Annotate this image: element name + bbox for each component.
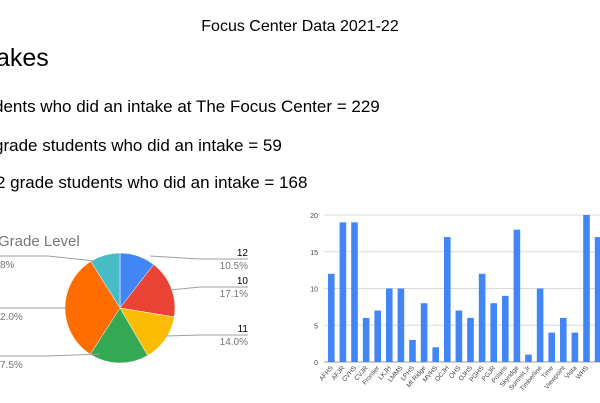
pie-leader-line (169, 286, 248, 291)
pie-slice (119, 264, 176, 318)
bar (362, 317, 370, 362)
stat-junior-high-intakes: grade students who did an intake = 59 (0, 136, 282, 155)
stat-high-school-intakes: 2 grade students who did an intake = 168 (0, 173, 308, 192)
bar (386, 288, 393, 362)
pie-leader-line (164, 334, 248, 337)
bar (594, 237, 600, 362)
bar-y-tick-label: 0 (314, 360, 318, 367)
pie-slice-label: 10 (237, 276, 249, 287)
grade-level-pie-chart: Grade Level 12 10.5% 10 17.1% 11 14.0% 8% 2.0% 7.… (0, 226, 270, 376)
bar (513, 229, 521, 362)
pie-slice-percent: 8% (0, 260, 15, 271)
bar-y-tick-label: 5 (314, 323, 318, 330)
pie-slice (89, 307, 149, 364)
bar (339, 222, 347, 362)
bar (502, 295, 509, 362)
pie-slice-percent: 2.0% (0, 312, 23, 323)
bar (351, 222, 358, 362)
pie-slice-percent: 10.5% (220, 261, 248, 272)
bar (432, 347, 439, 362)
bar-y-tick-label: 10 (310, 287, 318, 294)
bar (571, 332, 579, 362)
bar-y-tick-label: 20 (310, 213, 318, 220)
pie-title: Grade Level (0, 233, 80, 250)
slide-title: Focus Center Data 2021-22 (201, 18, 399, 35)
bar (455, 310, 463, 362)
bar (560, 317, 567, 362)
bar (583, 215, 590, 362)
bar (409, 339, 416, 362)
pie-slice-percent: 7.5% (0, 360, 23, 371)
section-heading: akes (0, 44, 49, 72)
bar-x-tick-label: WHS (575, 364, 591, 381)
pie-leader-line (0, 353, 101, 357)
bar (467, 317, 474, 362)
bar (444, 237, 451, 362)
bar (397, 288, 405, 362)
pie-slice-label: 12 (237, 248, 249, 259)
bar (525, 354, 532, 362)
bar (374, 310, 381, 362)
school-intakes-bar-chart: 0 5 10 15 20 AFHS AFJR CVHS CVJR Frontier LKJH LMMS… (300, 205, 600, 403)
pie-leader-line (0, 255, 96, 262)
pie-slice-percent: 17.1% (220, 289, 248, 300)
bar-y-tick-label: 15 (310, 250, 318, 257)
pie-leader-line (149, 255, 248, 260)
bar (536, 288, 544, 362)
pie-slice (90, 252, 121, 309)
bar (420, 303, 428, 362)
pie-slice-label: 11 (238, 324, 249, 335)
pie-slice-percent: 14.0% (220, 337, 248, 348)
bar (490, 303, 497, 362)
bar (548, 332, 555, 362)
bar (478, 273, 486, 362)
bar (328, 273, 335, 362)
stat-total-intakes: dents who did an intake at The Focus Cen… (0, 97, 380, 116)
